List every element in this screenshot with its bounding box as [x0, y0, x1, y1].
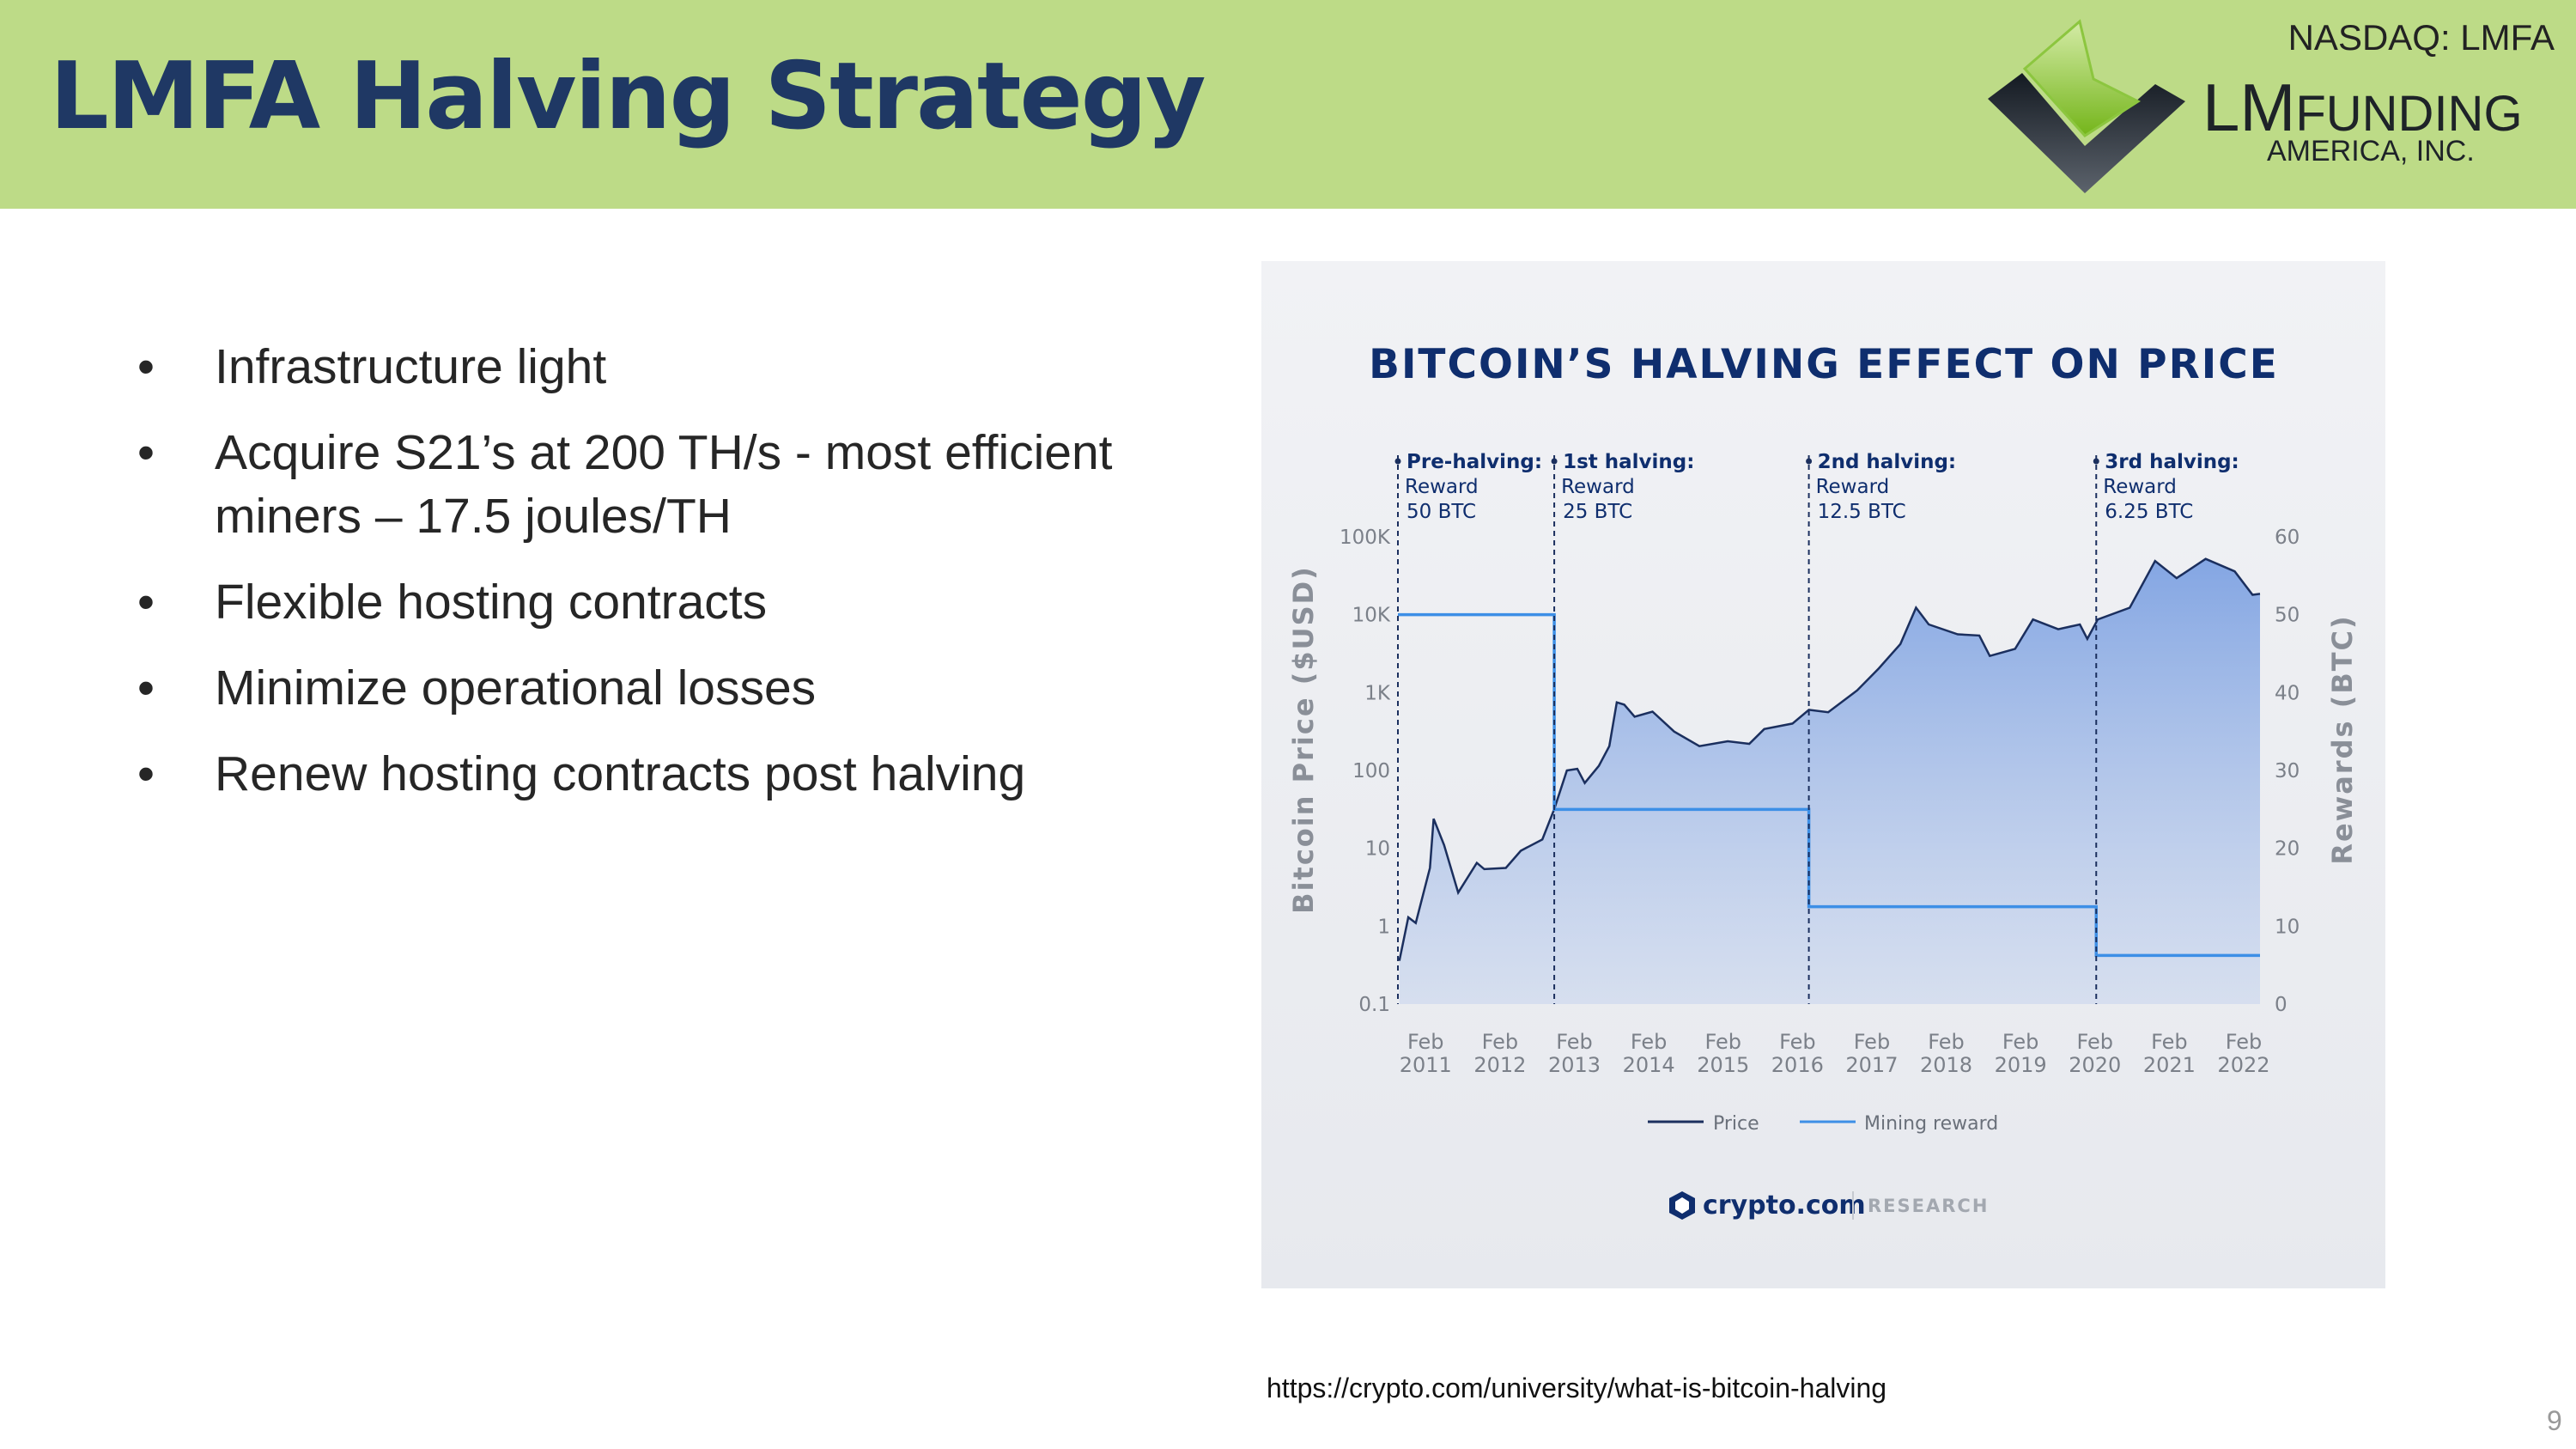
x-tick-year: 2022	[2217, 1053, 2269, 1077]
halving-marker-dot	[1806, 458, 1813, 465]
logo-america: AMERICA, INC.	[2267, 135, 2475, 167]
bullet-marker: •	[137, 746, 155, 801]
x-tick-year: 2020	[2069, 1053, 2121, 1077]
page-title: LMFA Halving Strategy	[50, 43, 1206, 150]
halving-reward-value: 12.5 BTC	[1818, 501, 1906, 523]
source-url[interactable]: https://crypto.com/university/what-is-bi…	[1267, 1373, 1887, 1403]
crypto-com-icon-inner	[1675, 1197, 1689, 1214]
halving-reward-value: 50 BTC	[1406, 501, 1476, 523]
research-label: RESEARCH	[1868, 1196, 1989, 1216]
y-tick-label: 100K	[1340, 527, 1391, 549]
x-tick-month: Feb	[2002, 1030, 2039, 1054]
y-tick-label: 100	[1352, 760, 1390, 782]
x-tick-year: 2011	[1400, 1053, 1452, 1077]
y-axis-label: Bitcoin Price ($USD)	[1287, 565, 1320, 914]
x-tick-month: Feb	[2151, 1030, 2188, 1054]
y-tick-label: 0.1	[1358, 994, 1390, 1016]
ticker-label: NASDAQ: LMFA	[2287, 17, 2555, 58]
halving-marker-dot	[1394, 458, 1401, 465]
halving-title: 1st halving:	[1563, 451, 1694, 473]
bullet-item: • Infrastructure light	[129, 335, 1202, 399]
bullet-item: • Acquire S21’s at 200 TH/s - most effici…	[129, 421, 1202, 548]
legend-reward-label: Mining reward	[1864, 1113, 1998, 1135]
x-tick-month: Feb	[1854, 1030, 1891, 1054]
x-tick-month: Feb	[1779, 1030, 1816, 1054]
x-tick-year: 2021	[2143, 1053, 2196, 1077]
x-tick-year: 2017	[1845, 1053, 1898, 1077]
x-tick-year: 2013	[1548, 1053, 1601, 1077]
bullet-marker: •	[137, 575, 155, 630]
price-area	[1399, 558, 2260, 1004]
bullet-text: Minimize operational losses	[215, 661, 817, 715]
y-tick-label: 1	[1377, 916, 1390, 938]
halving-chart: BITCOIN’S HALVING EFFECT ON PRICE Pre-ha…	[1261, 261, 2385, 1288]
bullet-text: Acquire S21’s at 200 TH/s - most efficie…	[215, 425, 1113, 544]
legend: Price Mining reward	[1648, 1113, 1998, 1135]
halving-reward-value: 25 BTC	[1563, 501, 1632, 523]
x-tick-year: 2012	[1473, 1053, 1526, 1077]
logo-lm: LM	[2202, 70, 2296, 145]
chart-svg: BITCOIN’S HALVING EFFECT ON PRICE Pre-ha…	[1287, 341, 2359, 1221]
halving-title: Pre-halving:	[1406, 451, 1542, 473]
lm-funding-logo-icon	[1988, 19, 2185, 193]
y2-tick-label: 20	[2275, 838, 2300, 861]
y2-tick-label: 0	[2275, 994, 2287, 1016]
bullet-item: • Flexible hosting contracts	[129, 570, 1202, 634]
x-tick-year: 2018	[1920, 1053, 1972, 1077]
halving-title: 2nd halving:	[1818, 451, 1957, 473]
halving-reward-label: Reward	[2103, 476, 2177, 498]
y2-axis-label: Rewards (BTC)	[2326, 614, 2359, 864]
x-tick-month: Feb	[1482, 1030, 1519, 1054]
x-tick-month: Feb	[1556, 1030, 1593, 1054]
halving-reward-value: 6.25 BTC	[2105, 501, 2193, 523]
x-tick-month: Feb	[2226, 1030, 2263, 1054]
x-tick-month: Feb	[2077, 1030, 2114, 1054]
halving-reward-label: Reward	[1405, 476, 1479, 498]
page-number: 9	[2547, 1405, 2562, 1436]
bullet-text: Flexible hosting contracts	[215, 575, 768, 630]
x-tick-month: Feb	[1928, 1030, 1965, 1054]
halving-marker-dot	[2093, 458, 2099, 465]
x-tick-month: Feb	[1631, 1030, 1668, 1054]
halving-reward-label: Reward	[1816, 476, 1890, 498]
y-tick-label: 1K	[1364, 682, 1391, 704]
y-tick-label: 10	[1365, 838, 1390, 861]
chart-title: BITCOIN’S HALVING EFFECT ON PRICE	[1369, 341, 2279, 388]
halving-reward-label: Reward	[1561, 476, 1635, 498]
x-tick-month: Feb	[1407, 1030, 1444, 1054]
crypto-com-brand: crypto.com RESEARCH	[1669, 1190, 1989, 1221]
x-tick-year: 2015	[1697, 1053, 1749, 1077]
bullet-marker: •	[137, 661, 155, 715]
bullet-item: • Minimize operational losses	[129, 656, 1202, 720]
y2-tick-label: 60	[2275, 527, 2300, 549]
bullet-marker: •	[137, 425, 155, 480]
halving-marker-dot	[1551, 458, 1558, 465]
x-tick-month: Feb	[1704, 1030, 1741, 1054]
bullet-marker: •	[137, 339, 155, 394]
bullet-text: Infrastructure light	[215, 339, 607, 394]
bullet-text: Renew hosting contracts post halving	[215, 746, 1026, 801]
crypto-com-wordmark: crypto.com	[1703, 1190, 1866, 1221]
bullet-item: • Renew hosting contracts post halving	[129, 742, 1202, 806]
bullet-list: • Infrastructure light • Acquire S21’s at …	[129, 335, 1202, 828]
halving-title: 3rd halving:	[2105, 451, 2239, 473]
price-line	[1398, 557, 2261, 961]
logo-wordmark: LMFUNDING	[2202, 69, 2523, 147]
y-tick-label: 10K	[1352, 605, 1391, 627]
y2-tick-label: 10	[2275, 916, 2300, 938]
x-tick-year: 2016	[1771, 1053, 1824, 1077]
x-tick-year: 2014	[1623, 1053, 1675, 1077]
y2-tick-label: 50	[2275, 605, 2300, 627]
logo-funding: FUNDING	[2295, 86, 2523, 142]
y2-tick-label: 40	[2275, 682, 2300, 704]
x-tick-year: 2019	[1995, 1053, 2047, 1077]
legend-price-label: Price	[1713, 1113, 1759, 1135]
y2-tick-label: 30	[2275, 760, 2300, 782]
